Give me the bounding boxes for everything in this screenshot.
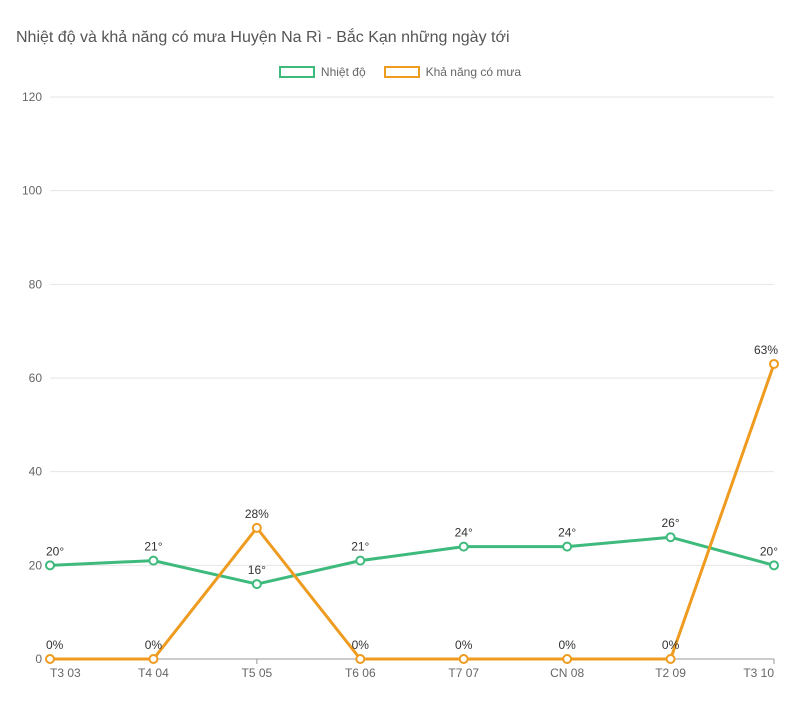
legend-swatch-temperature — [279, 66, 315, 78]
y-tick-label: 100 — [22, 184, 42, 198]
y-tick-label: 20 — [29, 559, 43, 573]
series-marker-rain[interactable] — [356, 655, 364, 663]
legend-label-temperature: Nhiệt độ — [321, 65, 366, 79]
data-label-temperature: 24° — [558, 526, 576, 540]
x-tick-label: T4 04 — [138, 666, 169, 680]
data-labels-group: 20° 21° 16° 21° 24° 24° 26° 20° 0% 0% 28% 0% 0% 0% 0% 6… — [46, 343, 778, 652]
legend-swatch-rain — [384, 66, 420, 78]
legend-item-temperature[interactable]: Nhiệt độ — [279, 65, 366, 79]
data-label-rain: 0% — [145, 638, 163, 652]
x-tick-label: T3 10 — [743, 666, 774, 680]
data-label-temperature: 21° — [351, 540, 369, 554]
data-label-rain: 63% — [754, 343, 778, 357]
y-tick-label: 120 — [22, 90, 42, 104]
series-marker-rain[interactable] — [46, 655, 54, 663]
data-label-rain: 0% — [455, 638, 473, 652]
series-marker-rain[interactable] — [667, 655, 675, 663]
data-label-rain: 0% — [46, 638, 64, 652]
x-tick-label: T7 07 — [448, 666, 479, 680]
series-marker-temperature[interactable] — [770, 562, 778, 570]
x-tick-label: CN 08 — [550, 666, 584, 680]
series-line-rain — [50, 364, 774, 659]
data-label-rain: 0% — [352, 638, 370, 652]
data-label-rain: 28% — [245, 507, 269, 521]
y-tick-label: 60 — [29, 371, 43, 385]
series-marker-temperature[interactable] — [460, 543, 468, 551]
chart-title: Nhiệt độ và khả năng có mưa Huyện Na Rì … — [16, 29, 784, 47]
chart-svg: 0 20 40 60 80 100 120 T3 03 T4 04 T5 05 T6 06 T7 07… — [16, 87, 784, 687]
data-label-temperature: 20° — [46, 545, 64, 559]
series-marker-temperature[interactable] — [253, 580, 261, 588]
y-tick-label: 40 — [29, 465, 43, 479]
series-marker-temperature[interactable] — [667, 533, 675, 541]
legend-item-rain[interactable]: Khả năng có mưa — [384, 65, 521, 79]
y-tick-label: 80 — [29, 278, 43, 292]
data-label-rain: 0% — [558, 638, 576, 652]
y-tick-label: 0 — [35, 652, 42, 666]
legend: Nhiệt độ Khả năng có mưa — [16, 65, 784, 79]
data-label-temperature: 16° — [248, 563, 266, 577]
data-label-temperature: 21° — [144, 540, 162, 554]
data-label-temperature: 24° — [455, 526, 473, 540]
x-tick-label: T2 09 — [655, 666, 686, 680]
series-marker-rain[interactable] — [253, 524, 261, 532]
legend-label-rain: Khả năng có mưa — [426, 65, 521, 79]
chart-area: 0 20 40 60 80 100 120 T3 03 T4 04 T5 05 T6 06 T7 07… — [16, 87, 784, 687]
data-label-temperature: 20° — [760, 545, 778, 559]
x-tick-label: T6 06 — [345, 666, 376, 680]
series-marker-rain[interactable] — [563, 655, 571, 663]
series-marker-temperature[interactable] — [46, 562, 54, 570]
data-label-temperature: 26° — [661, 516, 679, 530]
data-label-rain: 0% — [662, 638, 680, 652]
series-marker-rain[interactable] — [460, 655, 468, 663]
series-marker-temperature[interactable] — [563, 543, 571, 551]
series-marker-temperature[interactable] — [356, 557, 364, 565]
x-tick-label: T5 05 — [242, 666, 273, 680]
series-marker-rain[interactable] — [770, 360, 778, 368]
x-tick-label: T3 03 — [50, 666, 81, 680]
series-marker-rain[interactable] — [149, 655, 157, 663]
series-marker-temperature[interactable] — [149, 557, 157, 565]
